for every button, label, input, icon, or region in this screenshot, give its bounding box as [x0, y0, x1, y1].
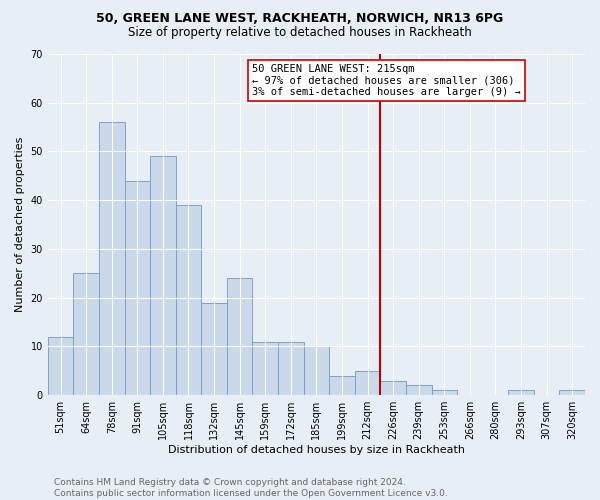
- Y-axis label: Number of detached properties: Number of detached properties: [15, 137, 25, 312]
- Bar: [150, 156, 176, 395]
- Bar: [201, 302, 227, 395]
- Bar: [99, 122, 125, 395]
- Bar: [48, 336, 73, 395]
- Bar: [73, 274, 99, 395]
- Bar: [227, 278, 253, 395]
- Text: Contains HM Land Registry data © Crown copyright and database right 2024.
Contai: Contains HM Land Registry data © Crown c…: [54, 478, 448, 498]
- Text: 50, GREEN LANE WEST, RACKHEATH, NORWICH, NR13 6PG: 50, GREEN LANE WEST, RACKHEATH, NORWICH,…: [97, 12, 503, 26]
- Bar: [329, 376, 355, 395]
- Bar: [304, 346, 329, 395]
- Bar: [406, 386, 431, 395]
- Bar: [431, 390, 457, 395]
- Text: 50 GREEN LANE WEST: 215sqm
← 97% of detached houses are smaller (306)
3% of semi: 50 GREEN LANE WEST: 215sqm ← 97% of deta…: [253, 64, 521, 97]
- Bar: [176, 205, 201, 395]
- Bar: [508, 390, 534, 395]
- Bar: [125, 180, 150, 395]
- Bar: [278, 342, 304, 395]
- Bar: [559, 390, 585, 395]
- X-axis label: Distribution of detached houses by size in Rackheath: Distribution of detached houses by size …: [168, 445, 465, 455]
- Bar: [355, 371, 380, 395]
- Bar: [253, 342, 278, 395]
- Bar: [380, 380, 406, 395]
- Text: Size of property relative to detached houses in Rackheath: Size of property relative to detached ho…: [128, 26, 472, 39]
